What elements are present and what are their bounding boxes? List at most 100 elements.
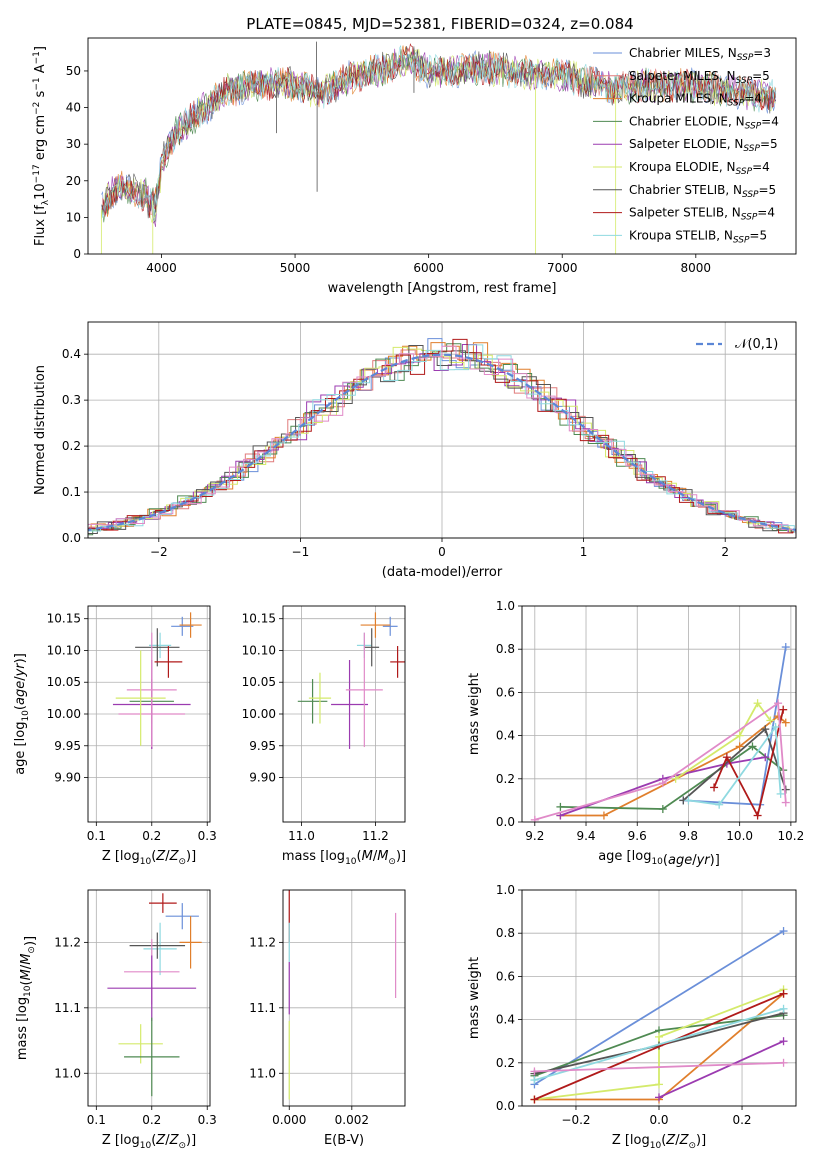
mass-age-axes: 11.0 11.2 9.90 9.95 10.00 10.05 10.10 10.15 — [242, 606, 405, 843]
z-age-errorbar — [135, 628, 180, 667]
z-mass-xlabel-part: ⊙ — [178, 1141, 186, 1151]
legend-label: Chabrier ELODIE, NSSP=4 — [629, 114, 779, 131]
z-age-ylabel-part: 10 — [21, 710, 31, 722]
z-age-frame — [87, 605, 211, 823]
age-weight-axes: 9.2 9.4 9.6 9.8 10.0 10.2 0.0 0.2 0.4 0.6 0.8 1.0 — [496, 599, 804, 843]
z-mass-xtick-label: 0.3 — [198, 1113, 217, 1127]
z-mass-ylabel-part: M — [19, 969, 34, 980]
mass-age-xlabel: mass [log10(M/M⊙)] — [282, 849, 406, 867]
z-mass-ylabel-part: ⊙ — [27, 946, 37, 954]
legend-label-main: Chabrier MILES, N — [629, 46, 737, 60]
mass-age-xlabel-part: ( — [357, 849, 362, 864]
z-age-xlabel-part: ⊙ — [178, 857, 186, 867]
legend-label: Kroupa MILES, NSSP=4 — [629, 92, 762, 109]
z-weight-panel: −0.2 0.0 0.20.00.20.40.60.81.0Z [log10(Z/Z… — [467, 883, 797, 1151]
z-age-xlabel-part: / — [165, 849, 170, 864]
z-age-xtick-label: 0.1 — [87, 829, 106, 843]
spectrum-xtick-label: 8000 — [681, 261, 712, 275]
legend-label-sub: SSP — [736, 167, 753, 177]
ebv-mass-grid — [283, 890, 405, 1106]
legend-label-main: Kroupa STELIB, N — [629, 228, 733, 242]
z-age-ylabel-part: / — [13, 676, 28, 681]
age-weight-xlabel-part: age [log — [598, 849, 651, 864]
spectrum-ylabel-part: 10 — [33, 183, 48, 200]
age-weight-line-0 — [683, 646, 787, 806]
z-weight-series — [530, 927, 788, 1104]
mass-age-errorbar — [345, 632, 383, 748]
z-age-errorbar — [149, 632, 172, 659]
age-weight-xlabel-part: )] — [710, 853, 720, 868]
legend-label: Chabrier STELIB, NSSP=5 — [629, 183, 776, 200]
mass-age-ytick-label: 9.90 — [249, 771, 276, 785]
mass-age-errorbar — [390, 646, 405, 678]
spectrum-ytick-label: 10 — [66, 210, 81, 224]
ebv-mass-ytick-label: 11.1 — [249, 1001, 276, 1015]
residuals-xtick-label: −2 — [150, 545, 168, 559]
z-mass-xlabel-part: 10 — [140, 1141, 152, 1151]
legend-label-sub: SSP — [733, 235, 750, 245]
z-weight-xlabel-part: Z — [665, 1133, 676, 1148]
spectrum-panel: 4000 5000 6000 7000 8000 0 10 20 30 40 50 Chabrier … — [32, 37, 797, 296]
z-age-xlabel-part: )] — [186, 849, 196, 864]
spectrum-ylabel-part: −1 — [32, 51, 42, 64]
age-weight-xtick-label: 9.6 — [628, 829, 647, 843]
figure-title: PLATE=0845, MJD=52381, FIBERID=0324, z=0… — [246, 15, 633, 33]
z-age-ylabel: age [log10(age/yr)] — [13, 653, 31, 775]
z-age-ylabel-part: age — [13, 681, 28, 705]
z-age-grid — [88, 606, 210, 822]
ebv-mass-xlabel-part: E(B-V) — [324, 1133, 364, 1148]
z-age-xtick-label: 0.2 — [142, 829, 161, 843]
spectrum-ytick-label: 0 — [73, 247, 81, 261]
spectrum-lines — [100, 41, 777, 254]
age-weight-line-4 — [675, 701, 772, 780]
legend-label: Salpeter MILES, NSSP=5 — [629, 69, 770, 86]
age-weight-line-8 — [534, 701, 787, 821]
mass-age-panel: 11.0 11.2 9.90 9.95 10.00 10.05 10.10 10.15 mass… — [242, 605, 406, 867]
z-mass-errorbar — [129, 932, 186, 959]
z-mass-ylabel-part: )] — [23, 936, 38, 946]
z-mass-frame — [87, 889, 211, 1107]
z-weight-xlabel: Z [log10(Z/Z⊙)] — [612, 1133, 706, 1151]
legend-label: Kroupa STELIB, NSSP=5 — [629, 228, 767, 245]
z-age-xlabel-part: ( — [151, 849, 156, 864]
z-mass-axes: 0.1 0.2 0.3 11.0 11.1 11.2 — [54, 890, 217, 1127]
z-weight-xlabel-part: 10 — [650, 1141, 662, 1151]
z-weight-ylabel: mass weight — [467, 957, 482, 1039]
spectrum-ylabel-part: −2 — [32, 102, 42, 115]
age-weight-line-1 — [560, 715, 787, 817]
mass-age-xlabel-part: ⊙ — [388, 857, 396, 867]
z-age-xlabel-part: Z [log — [102, 849, 140, 864]
z-weight-xlabel-part: )] — [696, 1133, 706, 1148]
z-age-panel: 0.1 0.2 0.3 9.90 9.95 10.00 10.05 10.10 10.15 Z [… — [13, 605, 217, 867]
z-weight-xlabel-part: Z [log — [612, 1133, 650, 1148]
residuals-xtick-label: 1 — [580, 545, 588, 559]
z-age-ytick-label: 10.00 — [47, 707, 81, 721]
mass-age-errorbar — [382, 616, 398, 636]
spectrum-ylabel-part: erg cm — [33, 115, 48, 164]
legend-label-tail: =4 — [752, 160, 770, 174]
z-mass-xlabel-part: Z — [155, 1133, 166, 1148]
mass-age-xlabel-part: M — [377, 849, 388, 864]
z-weight-xtick-label: −0.2 — [561, 1113, 590, 1127]
age-weight-series — [530, 643, 790, 822]
residuals-ytick-label: 0.2 — [62, 439, 81, 453]
legend-label-main: Salpeter STELIB, N — [629, 206, 741, 220]
residuals-xlabel-part: (data-model)/error — [382, 565, 503, 580]
age-weight-ylabel: mass weight — [467, 673, 482, 755]
z-age-xlabel-part: Z — [155, 849, 166, 864]
spectrum-ytick-label: 30 — [66, 137, 81, 151]
z-weight-xlabel-part: Z — [679, 1133, 690, 1148]
z-mass-ytick-label: 11.2 — [54, 935, 81, 949]
legend-label-tail: =3 — [753, 46, 771, 60]
residuals-ylabel: Normed distribution — [33, 365, 48, 495]
legend-label: Kroupa ELODIE, NSSP=4 — [629, 160, 770, 177]
residual-hist-7 — [88, 338, 796, 534]
spectrum-legend: Chabrier MILES, N SSP =3 Salpeter MILES, NS… — [593, 46, 779, 245]
legend-label-tail: =5 — [752, 69, 770, 83]
spectrum-frame — [87, 37, 797, 255]
legend-label: Salpeter ELODIE, NSSP=5 — [629, 137, 778, 154]
legend-label-main: Salpeter ELODIE, N — [629, 137, 743, 151]
z-age-errorbar — [154, 646, 183, 678]
legend-label-tail: =4 — [744, 92, 762, 106]
z-weight-ytick-label: 0.6 — [496, 969, 515, 983]
